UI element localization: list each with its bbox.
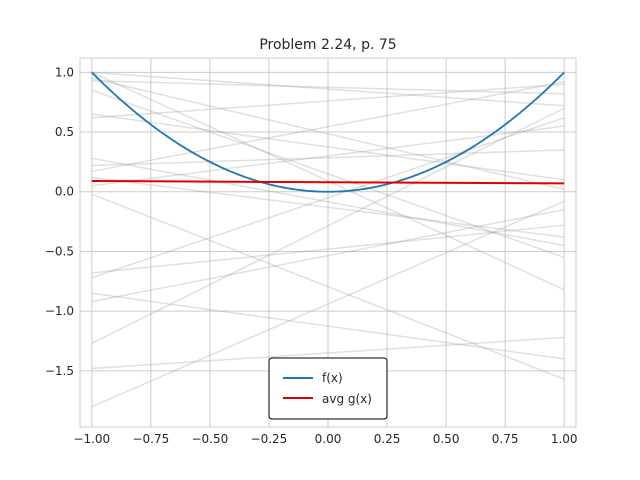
sample-line	[91, 193, 565, 380]
x-tick-label: 0.50	[433, 432, 460, 446]
sample-line	[91, 116, 565, 279]
sample-line	[91, 107, 565, 345]
sample-lines	[91, 71, 565, 408]
x-axis-ticks: −1.00 −0.75 −0.50 −0.25 0.00 0.25 0.50 0.75 1.00	[73, 432, 577, 446]
y-tick-label: −1.5	[45, 364, 74, 378]
series-fx-line	[91, 71, 565, 193]
sample-line	[91, 224, 565, 274]
sample-line	[91, 208, 565, 303]
y-tick-label: −0.5	[45, 244, 74, 258]
sample-line	[91, 77, 565, 191]
x-tick-label: 0.75	[492, 432, 519, 446]
sample-line	[91, 125, 565, 187]
sample-line	[91, 336, 565, 370]
y-tick-label: 0.0	[55, 185, 74, 199]
sample-line	[91, 83, 565, 119]
chart-title: Problem 2.24, p. 75	[259, 37, 396, 53]
y-axis-ticks: −1.5 −1.0 −0.5 0.0 0.5 1.0	[45, 65, 74, 378]
sample-line	[91, 71, 565, 291]
y-tick-label: 1.0	[55, 65, 74, 79]
y-tick-label: −1.0	[45, 304, 74, 318]
series-group	[91, 71, 565, 193]
sample-line	[91, 200, 565, 408]
sample-line	[91, 79, 565, 95]
x-tick-label: −0.25	[251, 432, 288, 446]
legend-label-avg-g: avg g(x)	[322, 392, 372, 406]
sample-line	[91, 292, 565, 360]
x-tick-label: −0.50	[192, 432, 229, 446]
y-tick-label: 0.5	[55, 125, 74, 139]
legend-label-fx: f(x)	[322, 371, 343, 385]
x-tick-label: 1.00	[551, 432, 578, 446]
x-tick-label: 0.00	[315, 432, 342, 446]
sample-line	[91, 113, 565, 181]
series-avg-g-line	[91, 180, 565, 185]
plot-frame	[79, 57, 577, 428]
x-tick-label: 0.25	[374, 432, 401, 446]
x-tick-label: −0.75	[132, 432, 169, 446]
sample-line	[91, 81, 565, 173]
legend: f(x) avg g(x)	[268, 357, 388, 420]
sample-line	[91, 157, 565, 247]
sample-line	[91, 89, 565, 259]
x-tick-label: −1.00	[73, 432, 110, 446]
sample-line	[91, 176, 565, 238]
sample-line	[91, 149, 565, 167]
sample-line	[91, 71, 565, 107]
legend-box	[268, 357, 388, 420]
